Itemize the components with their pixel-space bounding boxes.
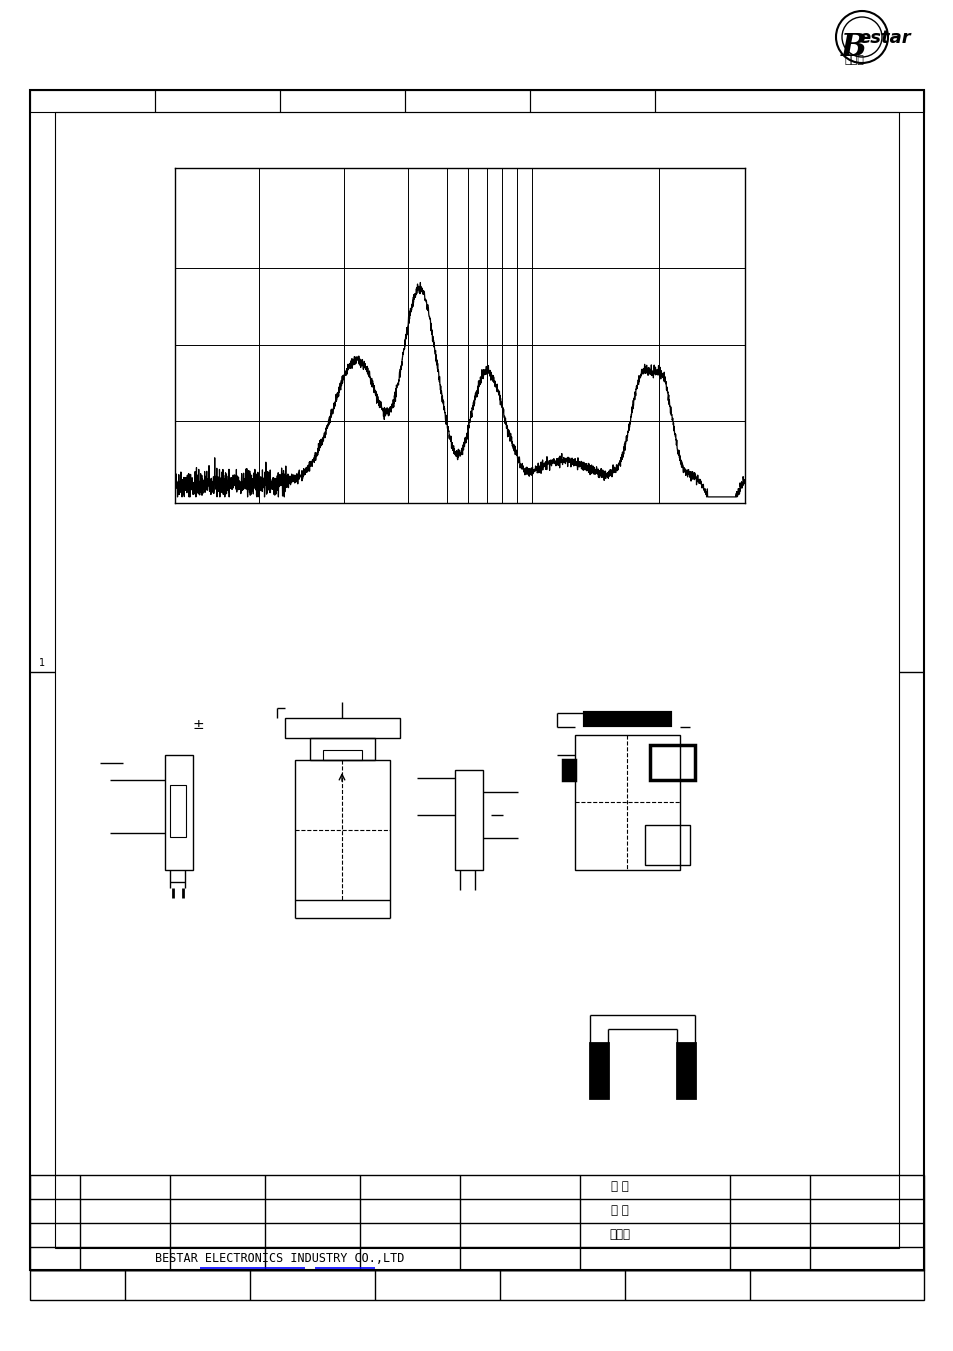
Bar [170, 785, 186, 838]
Bar [30, 1175, 923, 1270]
Circle shape [835, 11, 887, 63]
Bar [165, 755, 193, 870]
Text: 邵 俣: 邵 俣 [611, 1205, 628, 1217]
Bar [294, 761, 390, 900]
Text: 博士星: 博士星 [844, 55, 864, 65]
Bar [154, 91, 280, 112]
Bar [55, 112, 898, 1248]
Bar [30, 1270, 923, 1300]
Bar [30, 91, 923, 1270]
Bar [584, 713, 669, 725]
Bar [589, 1043, 607, 1098]
Bar [455, 770, 482, 870]
Text: estar: estar [857, 28, 910, 47]
Bar [530, 91, 655, 112]
Circle shape [841, 18, 882, 57]
Text: 李红元: 李红元 [609, 1228, 630, 1242]
Bar [649, 744, 695, 780]
Bar [677, 1043, 695, 1098]
Text: ±: ± [193, 717, 204, 732]
Bar [323, 750, 361, 761]
Bar [575, 735, 679, 870]
Bar [285, 717, 399, 738]
Bar [310, 738, 375, 761]
Text: BESTAR ELECTRONICS INDUSTRY CO.,LTD: BESTAR ELECTRONICS INDUSTRY CO.,LTD [155, 1252, 404, 1266]
Text: 1: 1 [39, 658, 45, 667]
Text: B: B [841, 32, 866, 63]
Text: 赵 峨: 赵 峨 [611, 1181, 628, 1193]
Bar [405, 91, 530, 112]
Bar [280, 91, 405, 112]
Bar [30, 91, 154, 112]
Bar [644, 825, 689, 865]
Bar [655, 91, 923, 112]
Bar [562, 761, 575, 780]
